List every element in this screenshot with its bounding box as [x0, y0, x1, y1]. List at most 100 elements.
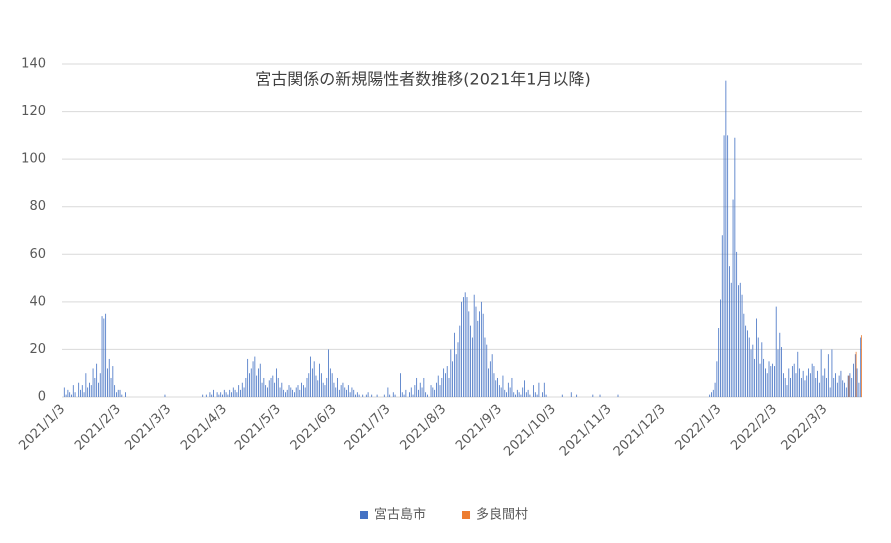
- bar: [98, 382, 99, 397]
- bar: [353, 389, 355, 397]
- bar: [256, 375, 258, 397]
- bar: [277, 377, 279, 397]
- bar: [493, 373, 495, 397]
- bar: [306, 377, 308, 397]
- bar: [403, 394, 405, 397]
- bar: [108, 358, 110, 397]
- bar: [311, 368, 313, 397]
- bar: [281, 382, 283, 397]
- bar: [507, 382, 509, 397]
- bar: [466, 297, 468, 397]
- bar: [617, 394, 619, 397]
- y-tick-label: 20: [29, 342, 46, 357]
- bar: [774, 366, 775, 397]
- bar: [410, 387, 412, 397]
- bar: [371, 394, 373, 397]
- bar: [849, 373, 851, 397]
- bar: [394, 394, 396, 397]
- bar: [745, 325, 747, 397]
- bar: [236, 392, 238, 397]
- bar: [829, 387, 831, 397]
- legend-swatch: [360, 511, 368, 519]
- bar: [344, 387, 346, 397]
- bar: [484, 337, 486, 397]
- bar: [322, 382, 324, 397]
- bar: [331, 373, 333, 397]
- bar: [421, 387, 423, 397]
- bar: [513, 392, 515, 397]
- bar: [506, 392, 507, 397]
- bar: [734, 137, 736, 397]
- bar: [529, 394, 531, 397]
- bar: [718, 328, 720, 397]
- bar: [502, 375, 504, 397]
- bar: [326, 377, 328, 397]
- bar: [222, 394, 223, 397]
- bar: [759, 363, 761, 397]
- bar: [459, 325, 461, 397]
- bar: [209, 392, 211, 397]
- bar: [333, 382, 335, 397]
- bar: [276, 368, 277, 397]
- bar: [750, 349, 752, 397]
- bar: [457, 342, 459, 397]
- bar: [383, 394, 385, 397]
- bar: [756, 318, 757, 397]
- bar: [225, 392, 227, 397]
- bar: [387, 387, 389, 397]
- bar: [836, 382, 838, 397]
- bar: [362, 394, 364, 397]
- bar: [833, 377, 835, 397]
- bar: [720, 299, 721, 397]
- bar: [340, 385, 342, 397]
- bar: [826, 377, 827, 397]
- bar: [450, 349, 452, 397]
- bar: [328, 349, 329, 397]
- bar: [211, 394, 213, 397]
- bar: [793, 363, 795, 397]
- bar: [455, 354, 457, 397]
- chart-title: 宮古関係の新規陽性者数推移(2021年1月以降): [255, 70, 590, 89]
- bar: [290, 387, 292, 397]
- bar: [335, 387, 337, 397]
- bar: [732, 199, 734, 397]
- bar: [824, 368, 826, 397]
- bar: [840, 370, 842, 397]
- legend-swatch: [462, 511, 471, 519]
- bar: [489, 361, 491, 397]
- bar: [809, 373, 811, 397]
- bar: [461, 301, 462, 397]
- bar: [259, 363, 261, 397]
- bar: [716, 361, 718, 397]
- bar: [788, 368, 790, 397]
- bar: [107, 368, 108, 397]
- bar: [711, 392, 712, 397]
- bar: [80, 389, 81, 397]
- bar: [430, 385, 432, 397]
- bar: [94, 377, 96, 397]
- bar: [249, 373, 250, 397]
- bar: [775, 306, 777, 397]
- bar: [250, 368, 252, 397]
- bar: [205, 394, 207, 397]
- bar: [524, 380, 525, 397]
- bar: [861, 335, 862, 397]
- bar: [409, 392, 410, 397]
- bar: [739, 282, 741, 397]
- bar: [319, 363, 320, 397]
- bar: [570, 392, 572, 397]
- bar: [294, 392, 295, 397]
- bar: [356, 392, 358, 397]
- bar: [462, 297, 464, 397]
- bar: [504, 389, 506, 397]
- bar: [401, 392, 403, 397]
- bar: [202, 394, 204, 397]
- bar: [317, 380, 319, 397]
- bar: [416, 377, 418, 397]
- y-tick-label: 120: [21, 104, 46, 119]
- bar: [815, 377, 817, 397]
- bar: [743, 313, 745, 397]
- bar: [471, 337, 473, 397]
- bar: [784, 377, 786, 397]
- bar: [855, 351, 857, 397]
